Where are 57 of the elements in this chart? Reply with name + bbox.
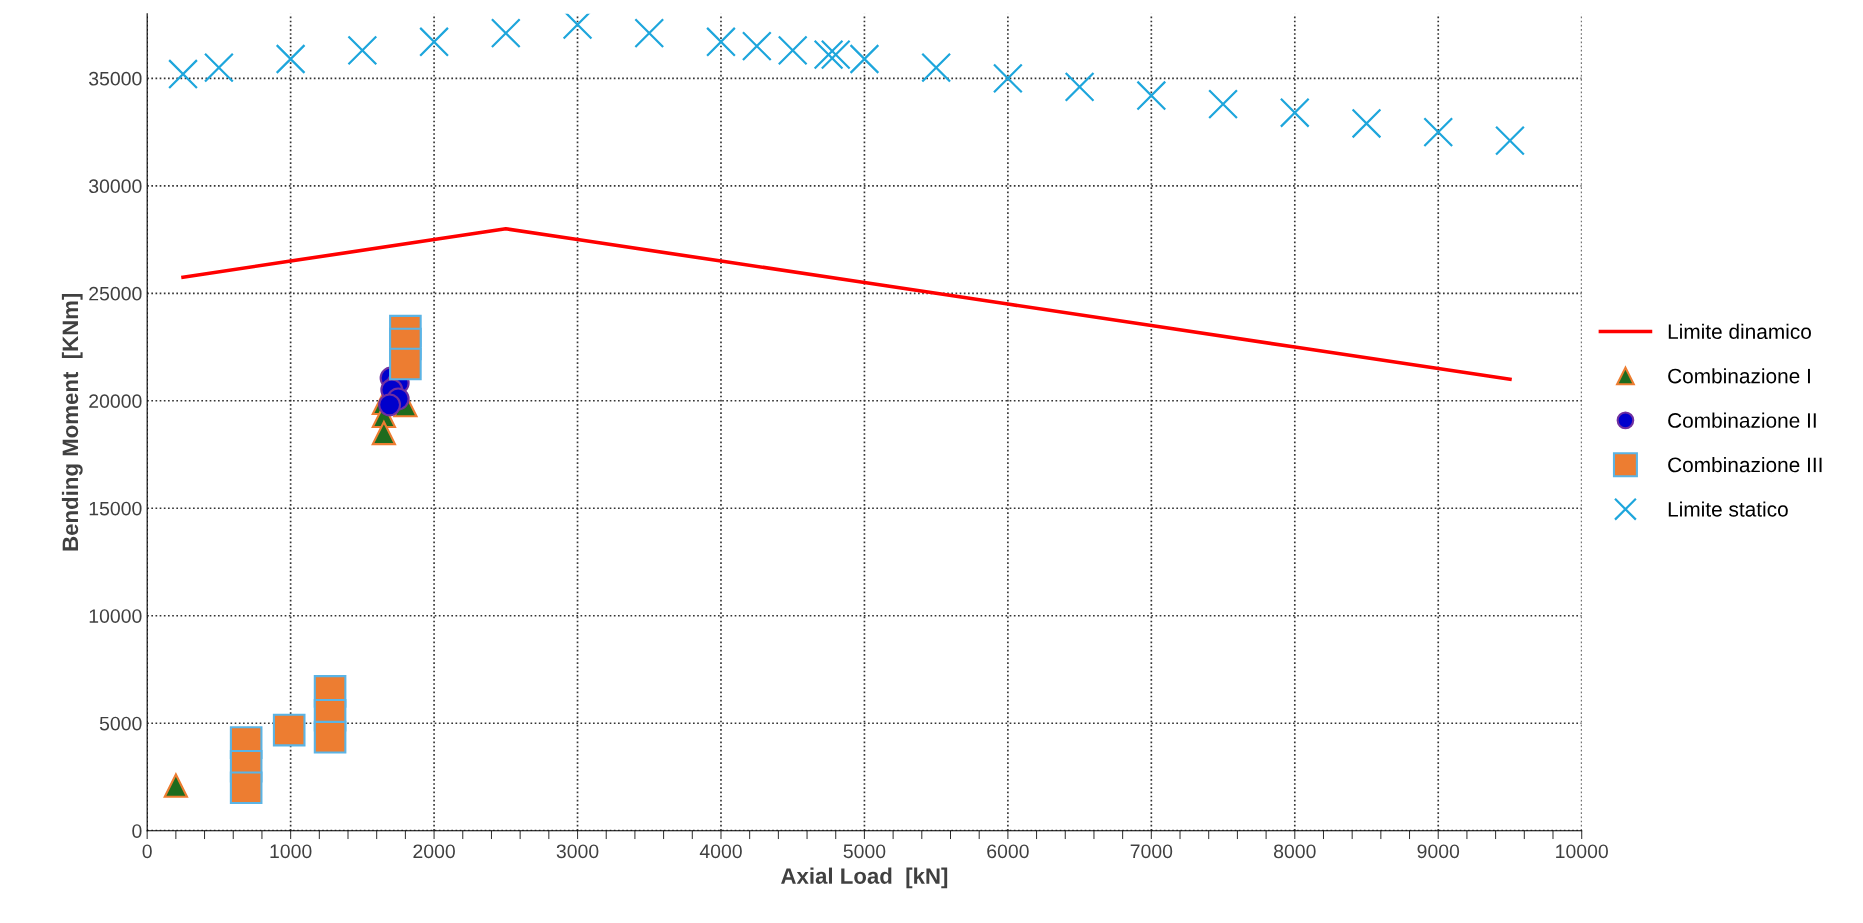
y-tick-label: 10000 [89, 609, 142, 623]
legend-label: Combinazione I [1668, 368, 1810, 384]
point [849, 43, 880, 74]
point [1423, 117, 1454, 148]
point [490, 18, 521, 49]
point [313, 720, 347, 754]
y-axis-title: Bending Moment [KNm] [61, 293, 83, 551]
point [1351, 108, 1382, 139]
y-tick-label: 20000 [89, 394, 142, 409]
line-series [181, 227, 1512, 382]
point [229, 771, 263, 805]
y-tick-label: 5000 [99, 716, 142, 731]
x-tick-label: 4000 [699, 844, 742, 859]
y-tick-label: 35000 [88, 71, 142, 86]
point [992, 63, 1023, 94]
point [813, 39, 844, 70]
point [419, 26, 450, 57]
legend-label: Combinazione III [1668, 456, 1822, 473]
point [562, 13, 593, 40]
x-tick-label: 9000 [1417, 844, 1460, 859]
x-tick-label: 6000 [987, 844, 1029, 859]
point [921, 52, 952, 83]
point [371, 420, 397, 446]
x-tick-label: 1000 [270, 844, 312, 859]
x-tick-label: 3000 [556, 844, 599, 859]
point [389, 347, 422, 381]
point [347, 35, 378, 66]
point [1494, 125, 1525, 156]
point [1208, 89, 1239, 120]
point [820, 39, 851, 70]
point [203, 52, 234, 83]
point [634, 18, 665, 49]
point [272, 713, 306, 747]
point [1279, 97, 1310, 128]
point [741, 31, 772, 62]
point [163, 773, 189, 798]
point [1136, 80, 1167, 111]
x-tick-label: 0 [142, 844, 152, 859]
point [1064, 71, 1095, 102]
x-tick-label: 8000 [1274, 844, 1316, 859]
legend-label: Limite dinamico [1668, 323, 1811, 340]
x-axis-title: Axial Load [kN] [781, 867, 948, 889]
x-tick-label: 2000 [413, 844, 455, 859]
point [705, 26, 736, 57]
point [777, 35, 808, 66]
legend-label: Combinazione II [1668, 412, 1816, 428]
point [378, 393, 402, 417]
y-tick-label: 0 [132, 824, 142, 838]
y-tick-label: 30000 [88, 179, 142, 194]
y-tick-label: 15000 [89, 501, 142, 516]
x-tick-label: 10000 [1556, 844, 1608, 859]
point [275, 43, 306, 74]
y-tick-label: 25000 [89, 286, 142, 301]
x-tick-label: 5000 [843, 844, 886, 859]
point [168, 59, 199, 90]
legend-label: Limite statico [1668, 501, 1788, 517]
x-tick-label: 7000 [1130, 844, 1173, 859]
